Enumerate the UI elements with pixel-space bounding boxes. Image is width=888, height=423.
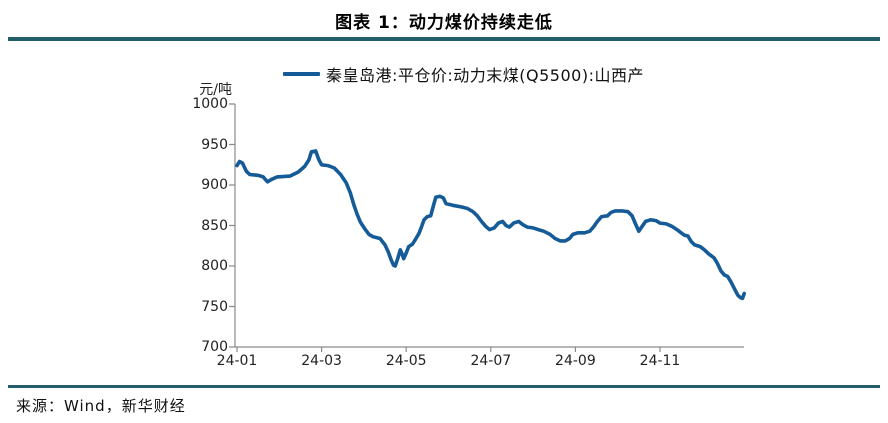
y-tick-label: 950 <box>201 136 228 153</box>
y-tick-label: 900 <box>201 177 228 193</box>
y-tick-label: 750 <box>201 298 228 315</box>
legend-line-marker <box>283 72 320 76</box>
chart-title: 图表 1：动力煤价持续走低 <box>335 13 553 33</box>
y-tick-label: 700 <box>201 339 228 355</box>
y-tick-label: 1000 <box>192 96 228 112</box>
bottom-divider <box>8 385 880 388</box>
y-tick-label: 850 <box>201 217 228 234</box>
y-axis-unit-label: 元/吨 <box>199 82 232 98</box>
source-note: 来源：Wind，新华财经 <box>16 397 186 415</box>
x-tick-label: 24-01 <box>216 353 258 369</box>
y-tick-label: 800 <box>201 258 228 274</box>
x-tick-label: 24-03 <box>301 353 342 369</box>
legend-label: 秦皇岛港:平仓价:动力末煤(Q5500):山西产 <box>326 66 644 85</box>
top-divider <box>8 37 880 41</box>
x-tick-label: 24-09 <box>555 353 596 369</box>
x-tick-label: 24-05 <box>385 353 427 369</box>
legend: 秦皇岛港:平仓价:动力末煤(Q5500):山西产 <box>283 62 644 86</box>
axes <box>229 103 744 352</box>
x-tick-label: 24-11 <box>639 353 681 369</box>
series-line <box>235 149 747 301</box>
x-tick-label: 24-07 <box>470 353 512 369</box>
